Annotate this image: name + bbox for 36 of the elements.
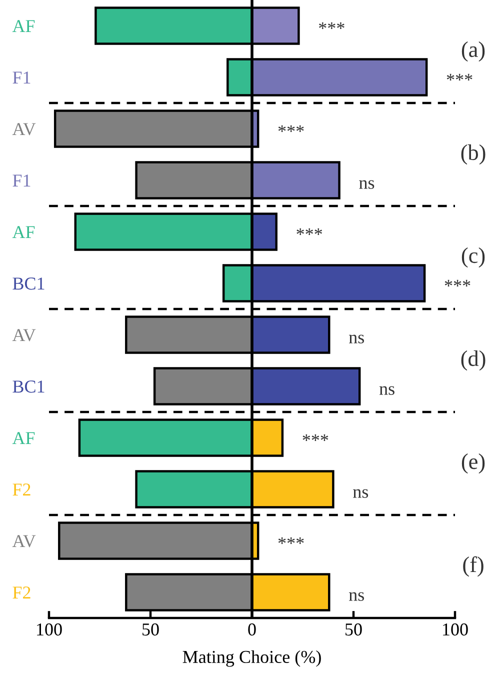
text: (d) (461, 350, 486, 371)
x-tick-label: 50 (346, 623, 362, 636)
annotation: *** (444, 280, 470, 287)
x-tick-label: 50 (142, 623, 159, 636)
y-tick-label: AV (12, 535, 36, 548)
annotation: *** (446, 74, 472, 81)
annotation: *** (278, 537, 304, 544)
x-tick-label: 100 (37, 623, 62, 636)
y-tick-label: AV (12, 329, 36, 342)
y-tick-label: BC1 (12, 380, 44, 393)
annotation: *** (278, 125, 304, 132)
x-tick-label: 100 (443, 623, 468, 636)
y-tick-label: AF (12, 20, 35, 32)
y-tick-label: BC1 (12, 278, 44, 290)
text: (a) (462, 41, 485, 62)
y-tick-label: F2 (12, 484, 30, 496)
text: (b) (461, 144, 486, 165)
annotation: ns (353, 489, 368, 498)
x-tick-label: 0 (248, 623, 256, 636)
annotation: *** (319, 22, 344, 30)
annotation: *** (302, 434, 328, 442)
y-tick-label: F2 (12, 586, 30, 599)
x-axis-title: Mating Choice (%) (182, 650, 321, 667)
text: (f) (463, 556, 484, 577)
y-tick-label: AF (12, 432, 35, 444)
y-tick-label: F1 (12, 72, 30, 84)
annotation: ns (349, 592, 364, 601)
text: (e) (462, 453, 485, 474)
y-tick-label: AF (12, 226, 35, 238)
annotation: *** (296, 228, 322, 236)
y-tick-label: AV (12, 123, 36, 136)
annotation: ns (349, 334, 364, 344)
y-tick-label: F1 (12, 174, 30, 187)
annotation: ns (379, 386, 394, 395)
annotation: ns (359, 180, 374, 189)
text: (c) (462, 247, 485, 268)
